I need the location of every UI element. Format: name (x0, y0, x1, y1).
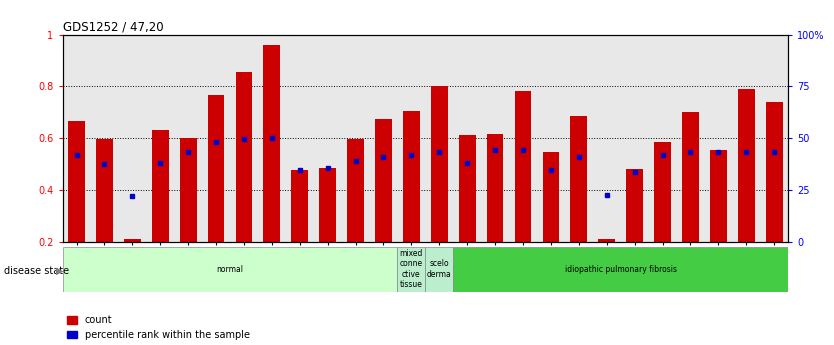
Bar (570, 116, 587, 242)
Bar (682, 112, 699, 241)
Bar (431, 86, 448, 241)
Bar (347, 139, 364, 241)
Text: disease state: disease state (4, 266, 69, 276)
Bar (96, 139, 113, 241)
Text: GDS1252 / 47,20: GDS1252 / 47,20 (63, 20, 163, 33)
Bar (425, 247, 453, 292)
Bar (208, 95, 224, 242)
Bar (459, 136, 475, 242)
Bar (68, 121, 85, 242)
Bar (235, 72, 253, 242)
Bar (124, 239, 141, 241)
Bar (375, 119, 392, 242)
Bar (319, 168, 336, 241)
Bar (654, 142, 671, 242)
Bar (398, 247, 425, 292)
Bar (543, 152, 560, 242)
Text: idiopathic pulmonary fibrosis: idiopathic pulmonary fibrosis (565, 265, 676, 274)
Bar (626, 169, 643, 241)
Bar (515, 91, 531, 242)
Text: normal: normal (217, 265, 244, 274)
Text: scelo
derma: scelo derma (427, 259, 452, 279)
Bar (738, 89, 755, 242)
Bar (63, 247, 398, 292)
Bar (453, 247, 788, 292)
Bar (710, 150, 726, 241)
Text: mixed
conne
ctive
tissue: mixed conne ctive tissue (399, 249, 423, 289)
Bar (152, 130, 168, 242)
Bar (766, 102, 782, 242)
Legend: count, percentile rank within the sample: count, percentile rank within the sample (68, 315, 250, 340)
Bar (487, 134, 504, 242)
Text: ▶: ▶ (56, 266, 63, 276)
Bar (598, 239, 615, 241)
Bar (291, 170, 308, 242)
Bar (403, 111, 420, 242)
Bar (180, 138, 197, 241)
Bar (264, 45, 280, 241)
